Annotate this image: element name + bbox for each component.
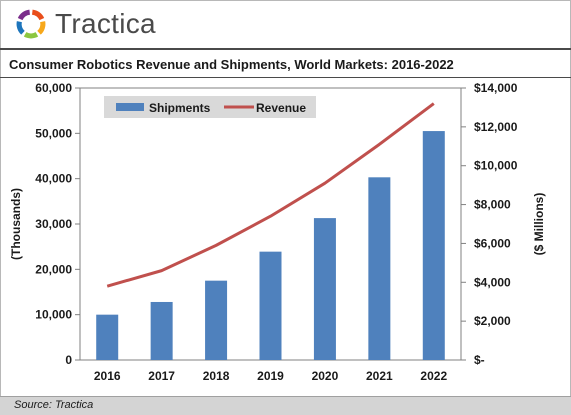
left-tick-label: 0: [65, 353, 72, 367]
left-tick-label: 10,000: [35, 308, 72, 322]
line-revenue: [106, 102, 435, 288]
x-tick-label: 2021: [366, 369, 393, 383]
source-note: Source: Tractica: [14, 399, 94, 411]
bar-shipments-2017: [150, 301, 173, 360]
logo-arc-3: [23, 32, 39, 39]
brand-name: Tractica: [55, 8, 156, 39]
left-tick-label: 20,000: [35, 262, 72, 276]
title-divider: [0, 77, 571, 78]
right-tick-label: $8,000: [474, 198, 511, 212]
left-axis-title: (Thousands): [9, 188, 23, 260]
tractica-logo-icon: [16, 9, 46, 39]
brand-logo: Tractica: [14, 4, 156, 44]
left-tick-label: 30,000: [35, 217, 72, 231]
left-tick-label: 50,000: [35, 126, 72, 140]
logo-arc-2: [37, 21, 46, 35]
logo-arc-1: [31, 9, 45, 21]
right-tick-label: $4,000: [474, 275, 511, 289]
bar-shipments-2021: [368, 177, 391, 360]
bar-shipments-2018: [205, 280, 228, 360]
logo-arc-5: [17, 9, 31, 21]
bar-shipments-2022: [422, 131, 445, 360]
chart-title: Consumer Robotics Revenue and Shipments,…: [9, 57, 454, 72]
legend-box: [104, 96, 316, 118]
bar-shipments-2016: [96, 314, 119, 360]
right-axis-title: ($ Millions): [532, 193, 546, 256]
x-tick-label: 2017: [148, 369, 175, 383]
bar-shipments-2020: [313, 218, 336, 360]
footer-bar: Source: Tractica: [0, 396, 571, 415]
x-tick-label: 2022: [420, 369, 447, 383]
x-tick-label: 2018: [203, 369, 230, 383]
legend-label-revenue: Revenue: [256, 101, 306, 115]
right-tick-label: $12,000: [474, 120, 518, 134]
right-tick-label: $2,000: [474, 314, 511, 328]
x-tick-label: 2020: [312, 369, 339, 383]
right-tick-label: $-: [474, 353, 485, 367]
legend-swatch-shipments: [116, 103, 144, 111]
chart-legend: Shipments Revenue: [104, 96, 316, 118]
right-tick-label: $10,000: [474, 159, 518, 173]
left-tick-label: 60,000: [35, 81, 72, 95]
right-tick-label: $14,000: [474, 81, 518, 95]
legend-label-shipments: Shipments: [149, 101, 211, 115]
x-tick-label: 2016: [94, 369, 121, 383]
left-tick-label: 40,000: [35, 172, 72, 186]
header-divider: [0, 48, 571, 50]
bar-shipments-2019: [259, 251, 282, 360]
x-tick-label: 2019: [257, 369, 284, 383]
right-tick-label: $6,000: [474, 236, 511, 250]
logo-arc-4: [16, 21, 25, 35]
